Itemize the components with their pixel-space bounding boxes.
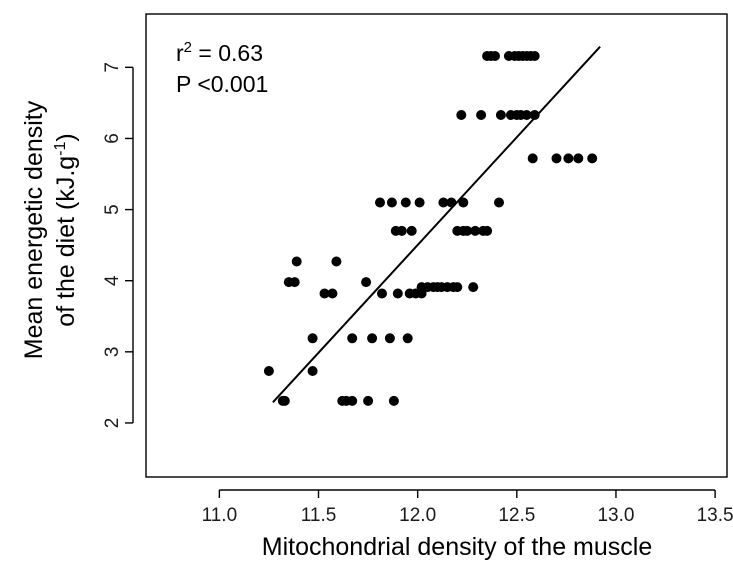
x-tick-label: 11.5 [301,505,337,526]
data-point [263,366,274,376]
data-point [521,110,532,120]
data-point [363,395,374,406]
data-point [470,225,481,236]
x-tick-label: 13.5 [697,505,733,526]
data-point [307,333,318,344]
y-axis: 2 3 4 5 6 7 [102,62,134,429]
x-tick-label: 13.0 [597,505,634,526]
data-point [573,153,584,164]
data-point [361,277,372,288]
r-squared-annotation: r2 = 0.63 [176,39,263,66]
data-point [367,333,378,344]
y-tick-label: 7 [102,62,123,73]
y-tick-label: 3 [102,347,123,358]
data-point [551,153,562,164]
data-point [468,282,479,293]
data-point [392,288,403,299]
y-tick-label: 2 [102,418,123,429]
data-point [384,333,395,344]
regression-line [272,46,601,403]
data-point [307,366,318,376]
data-point [495,110,506,120]
data-point [438,197,449,208]
data-point [386,197,397,208]
data-point [388,395,399,406]
y-axis-title: Mean energetic density of the diet (kJ.g… [20,100,80,359]
data-point [402,333,413,344]
x-tick-label: 11.0 [202,505,238,526]
data-point [458,197,469,208]
data-point [462,225,473,236]
data-point [375,197,385,208]
y-tick-label: 5 [102,204,123,215]
data-point [331,256,342,267]
y-tick-label: 6 [102,133,123,144]
data-point [456,110,467,120]
data-point [279,395,290,406]
data-point [347,333,358,344]
data-point [319,288,330,299]
data-point [377,288,387,299]
data-point [563,153,574,164]
data-point [529,110,540,120]
data-point [452,282,463,293]
y-axis-title-line2: of the diet (kJ.g-1) [52,133,80,327]
data-point [396,225,407,236]
data-point [414,197,425,208]
data-point [529,51,540,61]
data-point [494,197,504,208]
data-point [490,51,500,61]
data-point [446,197,457,208]
data-points [263,51,598,406]
data-point [587,153,598,164]
data-point [347,395,358,406]
data-point [527,153,538,164]
x-axis-title: Mitochondrial density of the muscle [262,533,652,561]
p-value-annotation: P <0.001 [176,71,268,97]
y-axis-title-line1: Mean energetic density [20,100,48,359]
data-point [406,225,417,236]
data-point [327,288,338,299]
data-point [482,225,493,236]
data-point [400,197,411,208]
plot-frame [145,13,728,478]
x-tick-label: 12.0 [399,505,436,526]
x-axis: 11.0 11.5 12.0 12.5 13.0 13.5 [202,489,733,526]
data-point [291,256,302,267]
data-point [476,110,487,120]
data-point [289,277,300,288]
x-tick-label: 12.5 [498,505,535,526]
y-tick-label: 4 [102,275,123,286]
